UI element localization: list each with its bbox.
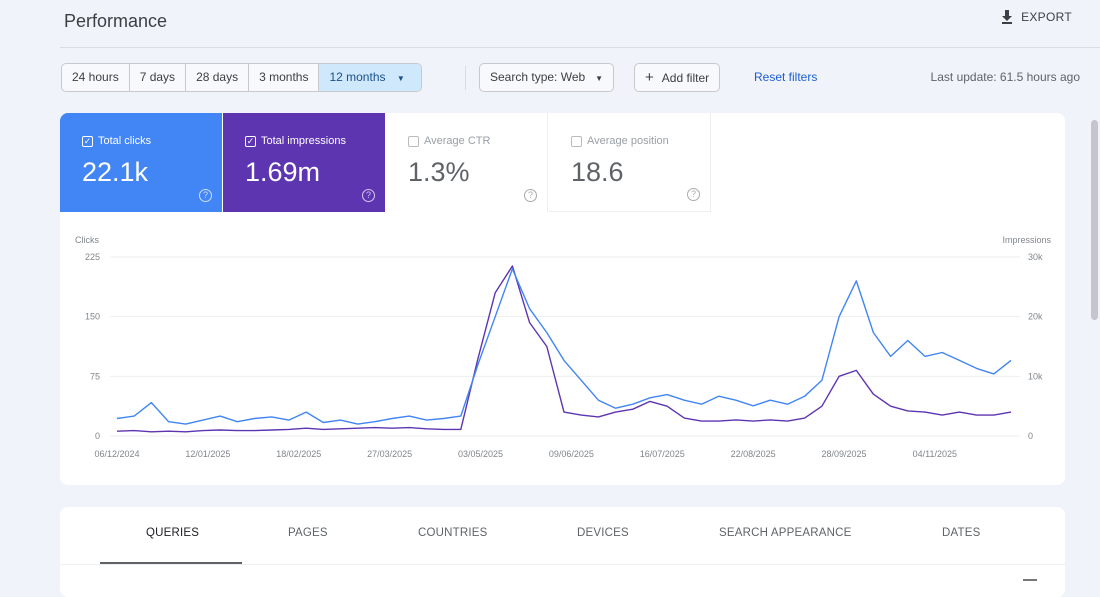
range-24-hours[interactable]: 24 hours <box>62 64 130 91</box>
add-filter-button[interactable]: + Add filter <box>634 63 721 92</box>
y-right-tick: 0 <box>1028 431 1033 441</box>
metric-total-clicks[interactable]: ✓ Total clicks 22.1k ? <box>60 113 222 212</box>
y-left-tick: 0 <box>95 431 100 441</box>
performance-card: ✓ Total clicks 22.1k ? ✓ Total impressions… <box>60 113 1065 485</box>
x-tick: 18/02/2025 <box>276 449 321 459</box>
tab-dates[interactable]: DATES <box>942 527 981 539</box>
metric-label: Average position <box>587 135 669 147</box>
x-tick: 16/07/2025 <box>640 449 685 459</box>
metric-value: 18.6 <box>571 157 624 187</box>
tab-search-appearance[interactable]: SEARCH APPEARANCE <box>719 527 852 539</box>
tab-pages[interactable]: PAGES <box>288 527 328 539</box>
export-label: EXPORT <box>1021 10 1072 24</box>
header-divider <box>60 47 1100 48</box>
performance-chart: Clicks Impressions 0 0 75 10k 150 20k 225 30k 06… <box>75 235 1052 459</box>
y-right-tick: 20k <box>1028 312 1043 322</box>
y-left-axis-label: Clicks <box>75 235 99 245</box>
filter-divider <box>465 66 466 90</box>
x-tick: 09/06/2025 <box>549 449 594 459</box>
x-tick: 06/12/2024 <box>94 449 139 459</box>
range-7-days[interactable]: 7 days <box>130 64 187 91</box>
range-28-days[interactable]: 28 days <box>186 64 250 91</box>
checkbox-checked-icon[interactable]: ✓ <box>82 135 93 147</box>
scrollbar[interactable] <box>1091 120 1098 320</box>
download-icon <box>1002 10 1013 24</box>
help-icon[interactable]: ? <box>524 189 537 202</box>
page-title: Performance <box>64 11 168 31</box>
active-tab-indicator <box>100 562 242 564</box>
tabs-divider <box>60 564 1065 565</box>
metric-total-impressions[interactable]: ✓ Total impressions 1.69m ? <box>223 113 385 212</box>
metric-label: Total clicks <box>98 135 152 147</box>
tab-countries[interactable]: COUNTRIES <box>418 527 488 539</box>
range-3-months[interactable]: 3 months <box>249 64 320 91</box>
x-tick: 03/05/2025 <box>458 449 503 459</box>
x-tick: 28/09/2025 <box>821 449 866 459</box>
y-left-tick: 75 <box>90 371 100 381</box>
date-range-selector: 24 hours 7 days 28 days 3 months 12 mont… <box>61 63 422 92</box>
add-filter-label: Add filter <box>661 71 710 85</box>
dimension-tabs: QUERIES PAGES COUNTRIES DEVICES SEARCH A… <box>60 507 1065 597</box>
search-type-dropdown[interactable]: Search type: Web ▼ <box>479 63 615 92</box>
checkbox-unchecked-icon[interactable] <box>571 135 582 147</box>
reset-filters-link[interactable]: Reset filters <box>754 70 818 84</box>
y-right-tick: 30k <box>1028 252 1043 262</box>
help-icon[interactable]: ? <box>362 189 375 202</box>
x-tick: 04/11/2025 <box>913 449 957 459</box>
x-tick: 12/01/2025 <box>185 449 230 459</box>
y-right-axis-label: Impressions <box>1002 235 1051 245</box>
tab-queries[interactable]: QUERIES <box>146 527 200 539</box>
dropdown-arrow-icon: ▼ <box>396 74 405 83</box>
y-right-tick: 10k <box>1028 371 1043 381</box>
metric-value: 1.3% <box>408 157 470 187</box>
x-tick: 22/08/2025 <box>731 449 776 459</box>
dropdown-arrow-icon: ▼ <box>595 74 604 83</box>
tab-devices[interactable]: DEVICES <box>577 527 629 539</box>
series-line-clicks <box>116 268 1012 425</box>
y-left-tick: 225 <box>85 252 100 262</box>
search-type-label: Search type: Web <box>490 70 586 84</box>
checkbox-checked-icon[interactable]: ✓ <box>245 135 256 147</box>
metric-value: 22.1k <box>82 157 149 187</box>
last-update-text: Last update: 61.5 hours ago <box>930 70 1080 84</box>
help-icon[interactable]: ? <box>687 188 700 201</box>
metric-average-position[interactable]: Average position 18.6 ? <box>549 113 711 212</box>
plus-icon: + <box>645 69 654 86</box>
menu-icon[interactable] <box>1023 579 1037 581</box>
checkbox-unchecked-icon[interactable] <box>408 135 419 147</box>
range-12-months-label: 12 months <box>329 70 386 84</box>
series-line-impressions <box>116 265 1012 433</box>
metric-label: Total impressions <box>261 135 346 147</box>
export-button[interactable]: EXPORT <box>1001 10 1072 24</box>
metric-value: 1.69m <box>245 157 321 187</box>
help-icon[interactable]: ? <box>199 189 212 202</box>
y-left-tick: 150 <box>85 312 100 322</box>
x-tick: 27/03/2025 <box>367 449 412 459</box>
metric-label: Average CTR <box>424 135 491 147</box>
metric-average-ctr[interactable]: Average CTR 1.3% ? <box>386 113 548 212</box>
range-12-months[interactable]: 12 months ▼ <box>319 64 421 91</box>
